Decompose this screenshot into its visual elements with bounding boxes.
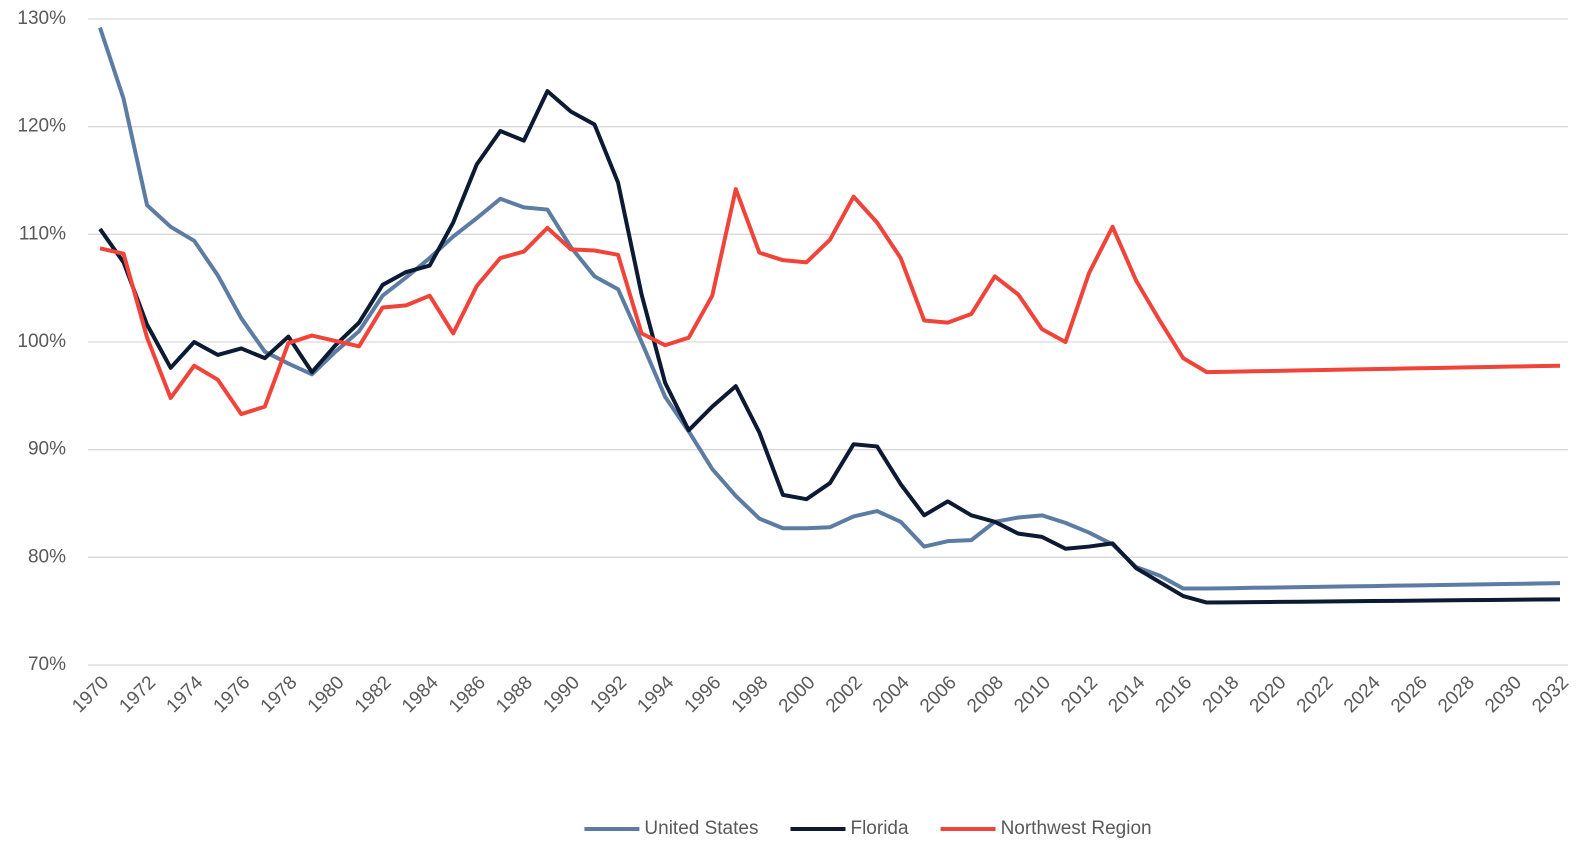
x-tick-label: 1970	[68, 672, 113, 717]
series-line	[99, 187, 1561, 417]
x-tick-label: 1998	[728, 672, 773, 717]
x-tick-label: 2030	[1481, 672, 1526, 717]
x-tick-label: 1974	[163, 672, 208, 717]
x-tick-label: 2026	[1387, 672, 1432, 717]
y-tick-label: 80%	[28, 546, 66, 567]
series-line	[98, 26, 1561, 591]
x-tick-label: 2028	[1434, 672, 1479, 717]
x-tick-label: 2002	[822, 672, 867, 717]
x-tick-label: 2024	[1340, 672, 1385, 717]
x-tick-label: 2000	[775, 672, 820, 717]
x-tick-label: 1972	[115, 672, 160, 717]
x-tick-label: 1982	[351, 672, 396, 717]
y-tick-label: 120%	[17, 116, 66, 137]
x-tick-label: 2004	[869, 672, 914, 717]
x-tick-label: 1994	[633, 672, 678, 717]
y-tick-label: 110%	[19, 223, 66, 244]
y-tick-label: 90%	[28, 439, 66, 460]
x-tick-label: 2014	[1104, 672, 1149, 717]
x-tick-label: 2006	[916, 672, 961, 717]
x-tick-label: 2018	[1199, 672, 1244, 717]
x-tick-label: 1980	[304, 672, 349, 717]
x-tick-label: 2010	[1010, 672, 1055, 717]
x-tick-label: 1978	[257, 672, 302, 717]
x-tick-label: 2016	[1152, 672, 1197, 717]
y-tick-label: 130%	[17, 8, 66, 29]
x-tick-label: 1996	[681, 672, 726, 717]
x-tick-label: 2020	[1246, 672, 1291, 717]
x-tick-label: 2032	[1528, 672, 1573, 717]
x-tick-label: 2012	[1057, 672, 1102, 717]
series-line	[98, 89, 1561, 605]
x-tick-label: 2022	[1293, 672, 1338, 717]
y-tick-label: 70%	[28, 654, 66, 675]
y-tick-label: 100%	[17, 331, 66, 352]
x-tick-label: 1976	[210, 672, 255, 717]
x-tick-label: 1990	[539, 672, 584, 717]
legend-label: United States	[644, 818, 758, 839]
x-tick-label: 1986	[445, 672, 490, 717]
x-tick-label: 1988	[492, 672, 537, 717]
legend-label: Florida	[850, 818, 909, 839]
legend-label: Northwest Region	[1001, 818, 1152, 839]
x-tick-label: 1984	[398, 672, 443, 717]
x-tick-label: 1992	[586, 672, 631, 717]
x-tick-label: 2008	[963, 672, 1008, 717]
